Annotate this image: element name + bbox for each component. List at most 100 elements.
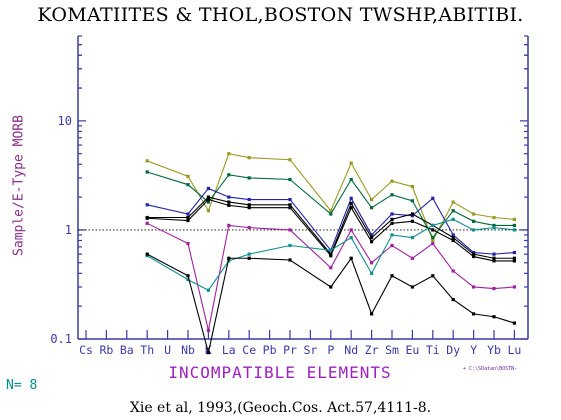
data-point <box>145 254 149 258</box>
data-point <box>410 236 414 240</box>
x-tick-label: Dy <box>446 343 460 357</box>
data-point <box>349 196 353 200</box>
data-point <box>431 228 435 232</box>
data-point <box>186 278 190 282</box>
x-tick-label: Pb <box>263 343 277 357</box>
data-point <box>247 226 251 230</box>
data-point <box>492 286 496 291</box>
x-tick-label: Nd <box>344 343 358 357</box>
data-point <box>390 274 394 278</box>
y-tick-label: 10 <box>58 114 72 128</box>
data-point <box>410 285 414 289</box>
data-point <box>370 206 374 210</box>
data-point <box>329 212 333 216</box>
data-point <box>247 256 251 260</box>
chart-title: KOMATIITES & THOL,BOSTON TWSHP,ABITIBI. <box>37 4 524 26</box>
data-point <box>349 201 353 206</box>
data-point <box>492 315 496 319</box>
data-point <box>410 214 414 218</box>
data-point <box>206 288 210 292</box>
x-tick-label: Sr <box>303 343 317 357</box>
data-point <box>492 223 496 228</box>
data-point <box>370 236 374 240</box>
series-line <box>147 171 515 239</box>
data-point <box>349 206 353 210</box>
data-point <box>227 152 231 156</box>
series-line <box>146 222 515 331</box>
series-line <box>147 153 515 242</box>
data-point <box>227 203 231 207</box>
data-point <box>186 174 190 178</box>
data-point <box>451 236 455 240</box>
x-tick-label: Ce <box>242 343 256 357</box>
data-point <box>206 197 210 202</box>
data-point <box>410 256 414 260</box>
data-point <box>390 243 394 248</box>
y-tick-label: 1 <box>65 223 72 237</box>
data-point <box>206 186 210 191</box>
data-point <box>329 209 333 213</box>
data-point <box>329 248 333 252</box>
data-point <box>349 236 353 240</box>
file-path-label: + C:\SDatan\BOSTN- <box>463 366 518 372</box>
data-point <box>370 197 374 202</box>
x-tick-label: U <box>164 343 171 357</box>
data-point <box>247 197 251 202</box>
data-point <box>288 258 292 262</box>
data-point <box>186 274 190 278</box>
x-tick-label: Th <box>140 343 154 357</box>
data-point <box>512 228 516 232</box>
x-tick-labels: Cs Rb Ba Th U Nb K La Ce Pb Pr Sr P Nd Zr Sm Eu Ti Dy Y Yb Lu <box>79 343 521 357</box>
data-point <box>390 193 394 197</box>
data-point <box>247 156 251 160</box>
data-point <box>451 200 455 204</box>
series-line <box>147 198 515 262</box>
data-point <box>227 259 231 263</box>
data-point <box>512 285 516 289</box>
data-point <box>349 228 353 232</box>
data-point <box>492 256 496 260</box>
y-tick-label: 0.1 <box>50 332 72 346</box>
data-point <box>349 177 353 182</box>
data-series <box>145 221 516 332</box>
x-tick-label: Ti <box>426 343 440 357</box>
data-point <box>472 254 476 259</box>
data-point <box>390 221 394 225</box>
data-point <box>349 256 353 260</box>
data-point <box>370 271 374 275</box>
data-point <box>370 261 374 265</box>
data-point <box>145 203 149 207</box>
x-tick-label: Pr <box>283 343 297 357</box>
x-tick-label: P <box>327 343 334 357</box>
data-point <box>390 212 394 216</box>
data-point <box>390 217 394 221</box>
x-tick-label: Lu <box>507 343 521 357</box>
data-point <box>349 161 353 165</box>
data-point <box>186 212 190 216</box>
data-series <box>145 186 516 256</box>
data-point <box>329 285 333 289</box>
data-point <box>145 221 149 225</box>
data-point <box>512 223 516 228</box>
series-line <box>146 253 515 353</box>
data-series <box>145 217 516 292</box>
data-point <box>329 252 333 256</box>
x-tick-label: Yb <box>487 343 501 357</box>
x-tick-label: Nb <box>181 343 195 357</box>
data-point <box>410 212 414 216</box>
data-point <box>431 274 435 278</box>
data-point <box>390 179 394 183</box>
data-point <box>370 233 374 237</box>
data-point <box>145 170 149 174</box>
series-line <box>147 187 515 255</box>
plot-axes <box>77 35 529 340</box>
data-point <box>145 216 149 220</box>
data-point <box>410 219 414 223</box>
data-point <box>451 233 455 237</box>
x-tick-label: Zr <box>365 343 379 357</box>
x-tick-label: Eu <box>405 343 419 357</box>
data-point <box>227 173 231 177</box>
data-point <box>186 241 190 246</box>
data-point <box>227 195 231 199</box>
data-point <box>431 196 435 200</box>
